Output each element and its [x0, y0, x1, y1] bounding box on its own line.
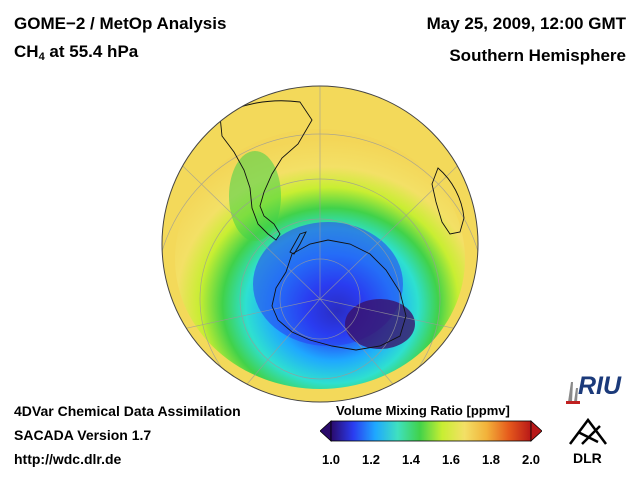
- globe-outline: [161, 85, 479, 403]
- antarctic-peninsula-outline: [289, 231, 307, 255]
- footer-assimilation: 4DVar Chemical Data Assimilation: [14, 403, 241, 419]
- colorbar-max-arrow: [530, 420, 542, 442]
- colorbar-tick-label: 1.0: [321, 452, 341, 467]
- riu-mark-icon: [566, 382, 580, 404]
- colorbar-tick-label: 2.0: [521, 452, 541, 467]
- species-pressure: at 55.4 hPa: [44, 42, 139, 61]
- graticule: [162, 86, 478, 402]
- date-time: May 25, 2009, 12:00 GMT: [426, 14, 626, 33]
- title-species: CH4 at 55.4 hPa: [14, 42, 138, 63]
- riu-logo: RIU: [578, 372, 622, 400]
- dlr-logo-icon: [569, 417, 607, 445]
- colorbar-gradient: [330, 420, 532, 442]
- vortex-minimum: [345, 299, 415, 349]
- dlr-logo-text: DLR: [573, 450, 602, 466]
- antarctica-outline: [271, 239, 407, 351]
- footer-url[interactable]: http://wdc.dlr.de: [14, 451, 122, 467]
- polar-globe-map: [161, 85, 479, 403]
- colorbar-min-arrow: [320, 420, 332, 442]
- species-subscript: 4: [38, 51, 45, 63]
- colorbar-tick-label: 1.8: [481, 452, 501, 467]
- coastlines: [219, 100, 465, 351]
- footer-version: SACADA Version 1.7: [14, 427, 152, 443]
- colorbar-tick-label: 1.2: [361, 452, 381, 467]
- hemisphere-label: Southern Hemisphere: [449, 46, 626, 65]
- species-main: CH: [14, 42, 39, 61]
- colorbar-tick-label: 1.6: [441, 452, 461, 467]
- colorbar: [320, 420, 542, 442]
- colorbar-title: Volume Mixing Ratio [ppmv]: [336, 403, 510, 418]
- green-tongue: [229, 151, 281, 241]
- south-america-outline: [219, 100, 313, 241]
- africa-outline: [431, 167, 465, 235]
- colorbar-tick-label: 1.4: [401, 452, 421, 467]
- title-line-1: GOME−2 / MetOp Analysis: [14, 14, 227, 33]
